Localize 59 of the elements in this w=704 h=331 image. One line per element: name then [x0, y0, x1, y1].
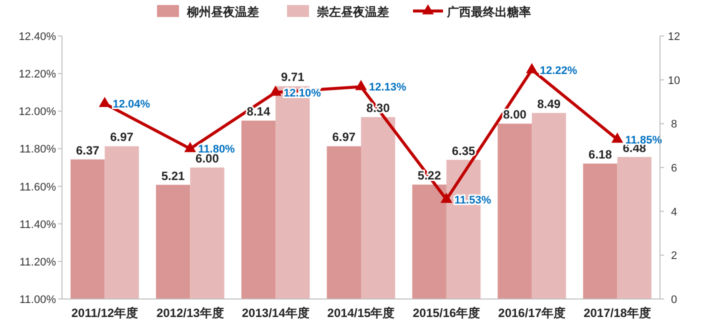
point: [184, 142, 196, 152]
data-label: 6.18: [588, 148, 612, 162]
data-label: 8.49: [537, 96, 561, 111]
point: [355, 80, 367, 90]
data-label: 6.37: [76, 143, 100, 158]
y-tick-label: 11.20%: [20, 256, 56, 268]
data-label: 8.14: [246, 104, 270, 119]
y2-tick-label: 10: [668, 74, 680, 87]
x-tick-label: 2015/16年度: [412, 306, 480, 320]
bar: [190, 168, 224, 299]
bar: [241, 120, 276, 299]
legend-label: 柳州昼夜温差: [186, 5, 259, 19]
data-label: 8.00: [503, 108, 527, 122]
data-label: 9.71: [280, 70, 305, 84]
legend-label: 崇左昼夜温差: [316, 5, 389, 19]
bar: [532, 112, 566, 299]
data-label: 12.13%: [369, 82, 407, 94]
y-tick-label: 11.00%: [20, 294, 56, 306]
data-label: 11.53%: [454, 194, 492, 206]
point: [98, 96, 111, 108]
data-label: 5.21: [161, 168, 186, 183]
x-tick-label: 2013/14年度: [242, 306, 310, 320]
bar: [583, 164, 618, 299]
x-tick-label: 2014/15年度: [327, 306, 395, 320]
bar: [361, 117, 396, 299]
data-label: 12.22%: [540, 64, 578, 77]
legend-label: 广西最终出糖率: [446, 5, 531, 19]
point: [270, 86, 282, 96]
x-tick-label: 2012/13年度: [156, 306, 224, 320]
y2-tick-label: 2: [670, 250, 678, 262]
bar: [326, 146, 361, 299]
y2-tick-label: 4: [670, 206, 678, 218]
x-tick-label: 2016/17年度: [498, 306, 566, 320]
y2-tick-label: 8: [670, 118, 678, 131]
bar: [412, 184, 446, 299]
data-label: 6.97: [332, 130, 356, 144]
bar: [617, 156, 652, 299]
y-tick-label: 12.40%: [18, 31, 56, 43]
x-tick-label: 2017/18年度: [584, 306, 651, 320]
bar: [104, 146, 139, 299]
y2-tick-label: 12: [668, 31, 680, 43]
y-tick-label: 12.20%: [18, 68, 56, 81]
point: [526, 63, 538, 74]
point: [440, 192, 452, 203]
bar: [70, 159, 105, 299]
y-tick-label: 12.00%: [18, 106, 56, 118]
y-tick-label: 11.40%: [20, 218, 56, 231]
data-label: 6.00: [196, 152, 220, 166]
y2-tick-label: 6: [670, 162, 678, 174]
point: [611, 132, 624, 143]
data-label: 6.35: [452, 144, 476, 158]
y-tick-label: 11.80%: [20, 144, 56, 156]
bar: [498, 124, 532, 299]
y2-tick-label: 0: [670, 294, 678, 306]
x-tick-label: 2011/12年度: [71, 306, 138, 320]
data-label: 12.04%: [112, 98, 150, 111]
bar: [156, 184, 190, 299]
data-label: 6.97: [110, 130, 134, 144]
y-tick-label: 11.60%: [20, 181, 56, 194]
